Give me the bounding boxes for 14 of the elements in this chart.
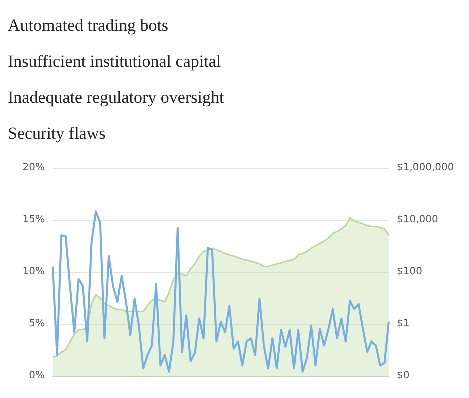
y-tick-label: 10% [22, 266, 45, 278]
y2-tick-label: $1,000,000 [397, 162, 454, 174]
y2-tick-label: $1 [397, 318, 410, 330]
y2-tick-label: $100 [397, 266, 422, 278]
y2-tick-label: $0 [397, 370, 410, 382]
y-tick-label: 5% [29, 318, 45, 330]
y-tick-label: 15% [22, 214, 45, 226]
text: Security flaws [8, 123, 107, 145]
text: Insufficient institutional capital [8, 51, 222, 73]
text: Inadequate regulatory oversight [8, 87, 226, 109]
y2-tick-label: $10,000 [397, 214, 438, 226]
y-tick-label: 0% [29, 370, 45, 382]
text: Automated trading bots [8, 15, 170, 37]
y-tick-label: 20% [22, 162, 45, 174]
